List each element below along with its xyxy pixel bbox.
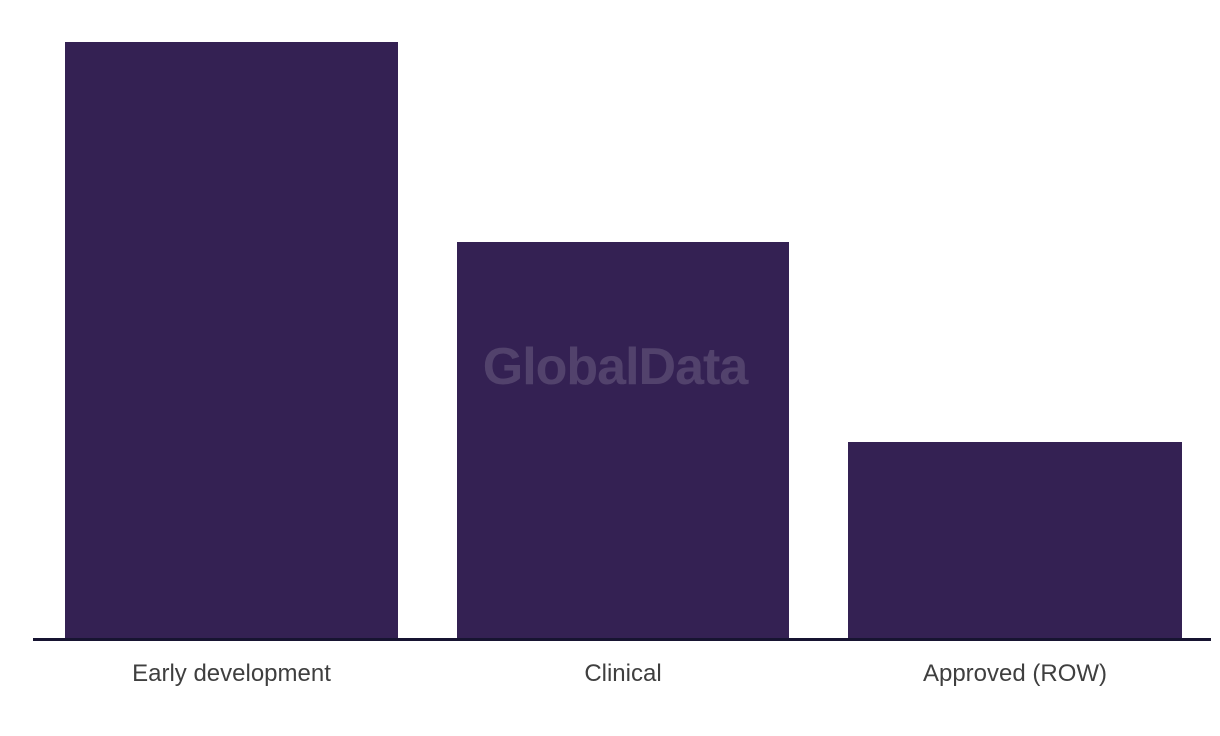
bar-approved-row (848, 442, 1182, 640)
bar-clinical (457, 242, 789, 640)
x-axis-line (33, 638, 1211, 641)
bar-early-development (65, 42, 398, 640)
x-axis-label-clinical: Clinical (584, 660, 662, 687)
x-axis-label-early-development: Early development (132, 660, 331, 687)
x-axis-label-approved-row: Approved (ROW) (922, 660, 1108, 687)
